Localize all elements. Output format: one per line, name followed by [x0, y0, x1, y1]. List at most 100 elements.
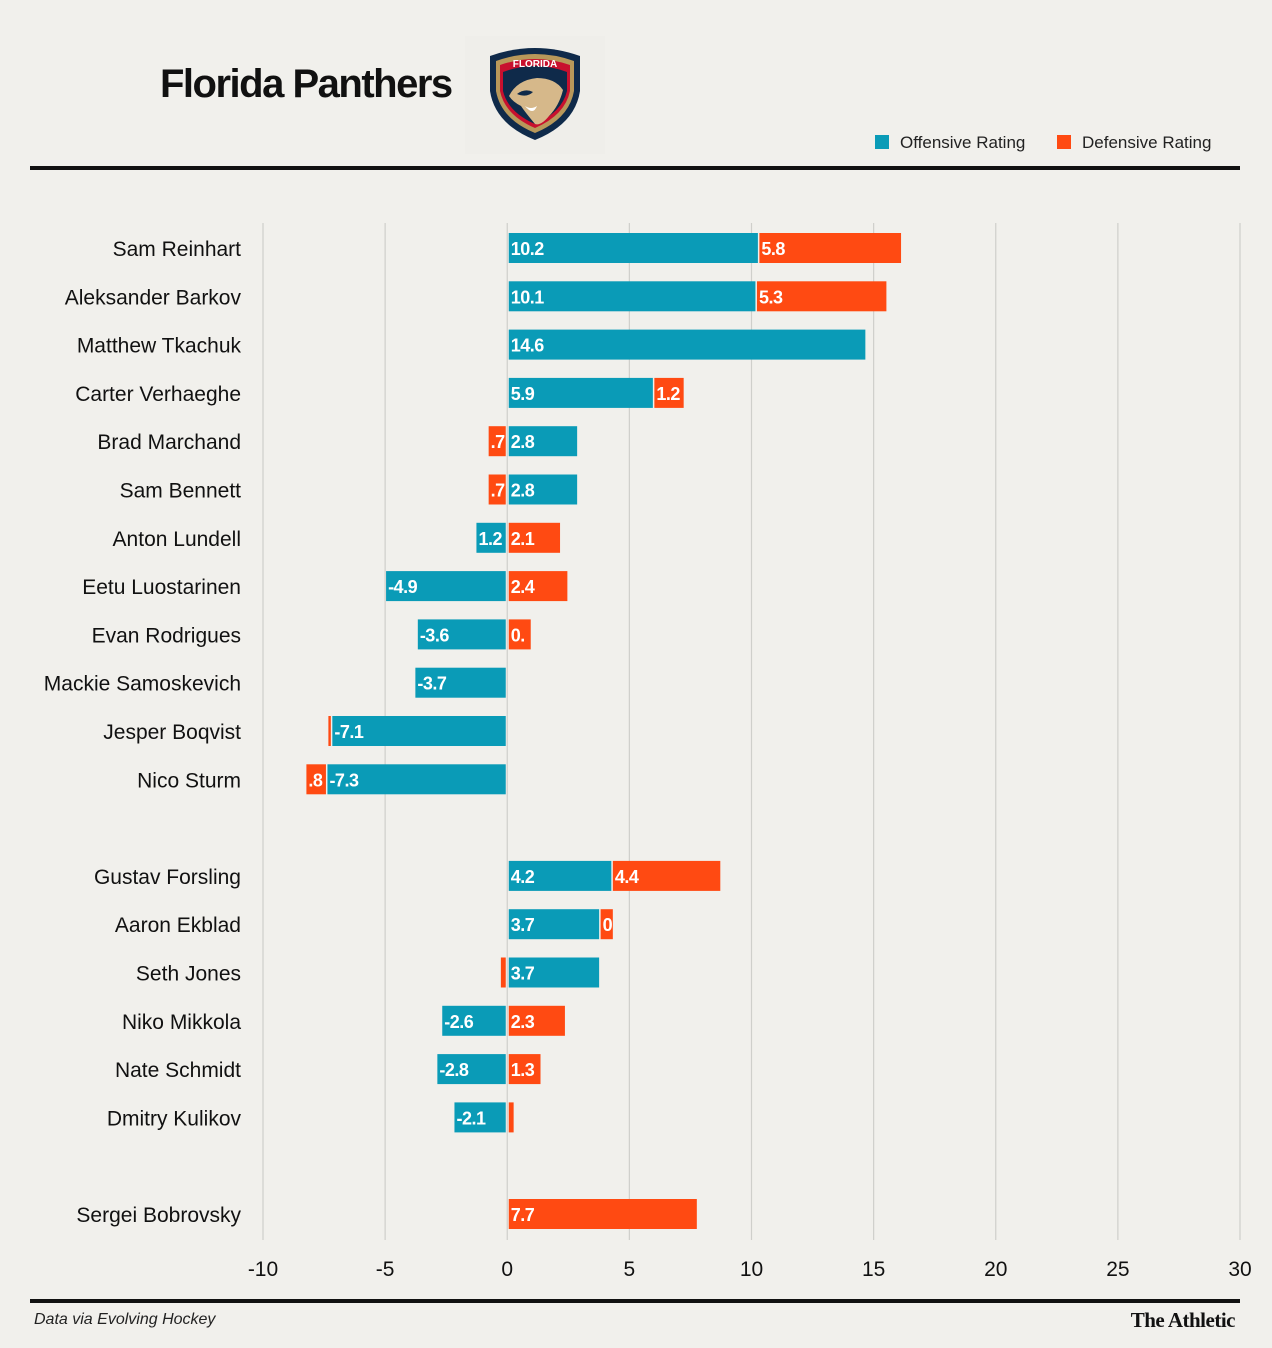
offense-value-label: -7.1: [334, 722, 364, 742]
defense-bar: [508, 1054, 541, 1085]
x-tick-label: -5: [376, 1258, 395, 1281]
defense-bar: [508, 571, 568, 602]
player-name-label: Nate Schmidt: [115, 1059, 241, 1082]
player-name-label: Mackie Samoskevich: [44, 673, 241, 696]
offense-value-label: -2.1: [456, 1108, 486, 1128]
defense-value-label: 7.7: [511, 1205, 535, 1225]
offense-legend-swatch: [875, 135, 889, 149]
defense-value-label: .8: [308, 770, 323, 790]
defense-bar: [508, 1102, 514, 1133]
player-name-label: Evan Rodrigues: [92, 624, 241, 647]
x-tick-label: 5: [624, 1258, 636, 1281]
offense-legend-label: Offensive Rating: [900, 133, 1026, 152]
x-tick-label: 0: [501, 1258, 513, 1281]
header-rule: [30, 166, 1240, 170]
player-name-label: Seth Jones: [136, 963, 241, 986]
offense-value-label: 4.2: [511, 867, 535, 887]
player-name-label: Sergei Bobrovsky: [76, 1204, 241, 1227]
defense-value-label: 0: [603, 915, 613, 935]
x-tick-label: -10: [248, 1258, 278, 1281]
defense-value-label: 1.2: [656, 384, 680, 404]
player-name-label: Matthew Tkachuk: [77, 335, 242, 358]
defense-legend-swatch: [1057, 135, 1071, 149]
plot-background: [30, 186, 1240, 1282]
offense-bar: [508, 860, 612, 891]
defense-value-label: 2.1: [511, 529, 535, 549]
defense-value-label: 2.3: [511, 1012, 535, 1032]
defense-bar: [306, 764, 326, 795]
offense-value-label: 10.2: [511, 239, 545, 259]
defense-value-label: .7: [491, 432, 506, 452]
defense-bar: [488, 426, 506, 457]
x-tick-label: 30: [1228, 1258, 1251, 1281]
x-tick-label: 20: [984, 1258, 1007, 1281]
offense-bar: [437, 1054, 506, 1085]
defense-bar: [500, 957, 506, 988]
offense-value-label: -2.6: [444, 1012, 474, 1032]
player-name-label: Sam Bennett: [120, 480, 242, 503]
offense-bar: [508, 426, 578, 457]
svg-text:FLORIDA: FLORIDA: [513, 59, 557, 70]
defense-value-label: 2.4: [511, 577, 535, 597]
offense-bar: [332, 716, 506, 746]
team-logo: FLORIDA: [465, 36, 605, 154]
defense-legend-label: Defensive Rating: [1082, 133, 1212, 152]
footer-rule: [30, 1299, 1240, 1303]
offense-bar: [415, 667, 506, 698]
x-tick-label: 25: [1106, 1258, 1129, 1281]
player-name-label: Gustav Forsling: [94, 866, 241, 889]
offense-value-label: 1.2: [478, 529, 502, 549]
player-name-label: Anton Lundell: [113, 528, 241, 551]
player-name-label: Sam Reinhart: [113, 238, 242, 261]
x-tick-label: 15: [862, 1258, 885, 1281]
defense-value-label: 5.8: [761, 239, 785, 259]
offense-bar: [508, 233, 758, 263]
offense-value-label: 14.6: [511, 336, 545, 356]
offense-bar: [508, 329, 866, 360]
player-name-label: Niko Mikkola: [122, 1011, 241, 1034]
defense-bar: [654, 377, 684, 408]
panther-shield-icon: FLORIDA: [490, 48, 580, 140]
defense-value-label: 5.3: [759, 287, 783, 307]
offense-value-label: -3.7: [417, 674, 447, 694]
defense-value-label: 4.4: [615, 867, 639, 887]
defense-bar: [600, 909, 613, 940]
offense-value-label: 2.8: [511, 481, 535, 501]
defense-value-label: .7: [491, 481, 506, 501]
defense-bar: [756, 281, 887, 312]
offense-value-label: -7.3: [329, 770, 359, 790]
brand-wordmark: The Athletic: [1130, 1308, 1236, 1332]
offense-bar: [417, 619, 506, 650]
offense-bar: [327, 764, 506, 795]
x-tick-label: 10: [740, 1258, 763, 1281]
offense-bar: [508, 909, 600, 940]
defense-bar: [508, 619, 531, 650]
offense-value-label: 3.7: [511, 964, 535, 984]
offense-value-label: -4.9: [388, 577, 418, 597]
defense-value-label: 0.: [511, 625, 525, 645]
offense-bar: [476, 522, 506, 553]
player-name-label: Aleksander Barkov: [65, 286, 242, 309]
defense-bar: [508, 522, 561, 553]
offense-value-label: -3.6: [420, 625, 450, 645]
offense-value-label: -2.8: [439, 1060, 469, 1080]
offense-bar: [508, 957, 600, 988]
player-name-label: Eetu Luostarinen: [82, 576, 241, 599]
offense-value-label: 5.9: [511, 384, 535, 404]
defense-value-label: 1.3: [511, 1060, 535, 1080]
player-name-label: Carter Verhaeghe: [75, 383, 241, 406]
player-name-label: Aaron Ekblad: [115, 914, 241, 937]
offense-value-label: 3.7: [511, 915, 535, 935]
offense-bar: [442, 1005, 506, 1036]
player-name-label: Nico Sturm: [137, 769, 241, 792]
offense-bar: [386, 571, 506, 602]
defense-bar: [508, 1199, 697, 1229]
offense-value-label: 2.8: [511, 432, 535, 452]
player-name-label: Jesper Boqvist: [103, 721, 241, 744]
offense-bar: [508, 377, 653, 408]
offense-bar: [508, 281, 756, 312]
defense-bar: [612, 860, 721, 891]
data-source-note: Data via Evolving Hockey: [34, 1311, 216, 1328]
chart-title: Florida Panthers: [160, 62, 453, 106]
